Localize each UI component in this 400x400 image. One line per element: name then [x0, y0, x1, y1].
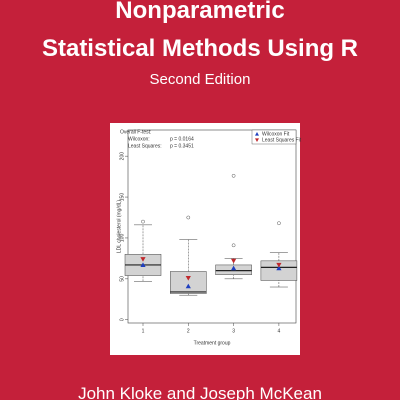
fit-marker	[276, 265, 282, 271]
title-line1: Nonparametric	[115, 0, 284, 24]
outlier	[186, 215, 191, 220]
box	[170, 271, 207, 294]
outlier	[277, 221, 281, 226]
annotation-label: Least Squares:	[128, 143, 162, 149]
legend-label: Least Squares Fit	[262, 137, 302, 143]
outlier	[231, 243, 236, 248]
fit-marker	[231, 258, 237, 264]
annotation-value: p = 0.0164	[170, 136, 194, 142]
fit-marker	[276, 262, 282, 268]
legend-marker	[255, 132, 259, 136]
annotation-label: Wilcoxon:	[128, 136, 150, 142]
x-tick-label: 1	[142, 328, 145, 334]
fit-marker	[140, 262, 146, 268]
authors: John Kloke and Joseph McKean	[78, 384, 322, 400]
y-tick-label: 0	[119, 318, 125, 321]
fit-marker	[231, 265, 237, 271]
outlier	[231, 173, 236, 178]
fit-marker	[185, 283, 191, 289]
y-tick-label: 100	[119, 234, 125, 243]
y-axis-label: LDL cholesterol (mg/dL)	[116, 200, 122, 254]
edition: Second Edition	[150, 71, 251, 88]
legend-label: Wilcoxon Fit	[262, 131, 290, 137]
x-tick-label: 3	[232, 328, 235, 334]
outlier	[141, 219, 145, 224]
fit-marker	[140, 257, 146, 262]
y-tick-label: 200	[119, 152, 125, 161]
chart-panel	[110, 123, 300, 355]
y-tick-label: 50	[119, 276, 125, 282]
x-tick-label: 2	[187, 328, 190, 334]
annotation-title: Overall F-test:	[120, 129, 151, 135]
legend-box	[251, 129, 297, 145]
annotation-value: p = 0.3451	[170, 143, 194, 149]
fit-marker	[185, 275, 191, 281]
plot-frame	[127, 129, 297, 324]
box	[260, 260, 298, 281]
x-tick-label: 4	[278, 328, 281, 334]
x-axis-label: Treatment group	[194, 340, 231, 346]
legend-marker	[255, 138, 259, 142]
y-tick-label: 150	[119, 193, 125, 202]
title-line2: Statistical Methods Using R	[42, 35, 358, 62]
